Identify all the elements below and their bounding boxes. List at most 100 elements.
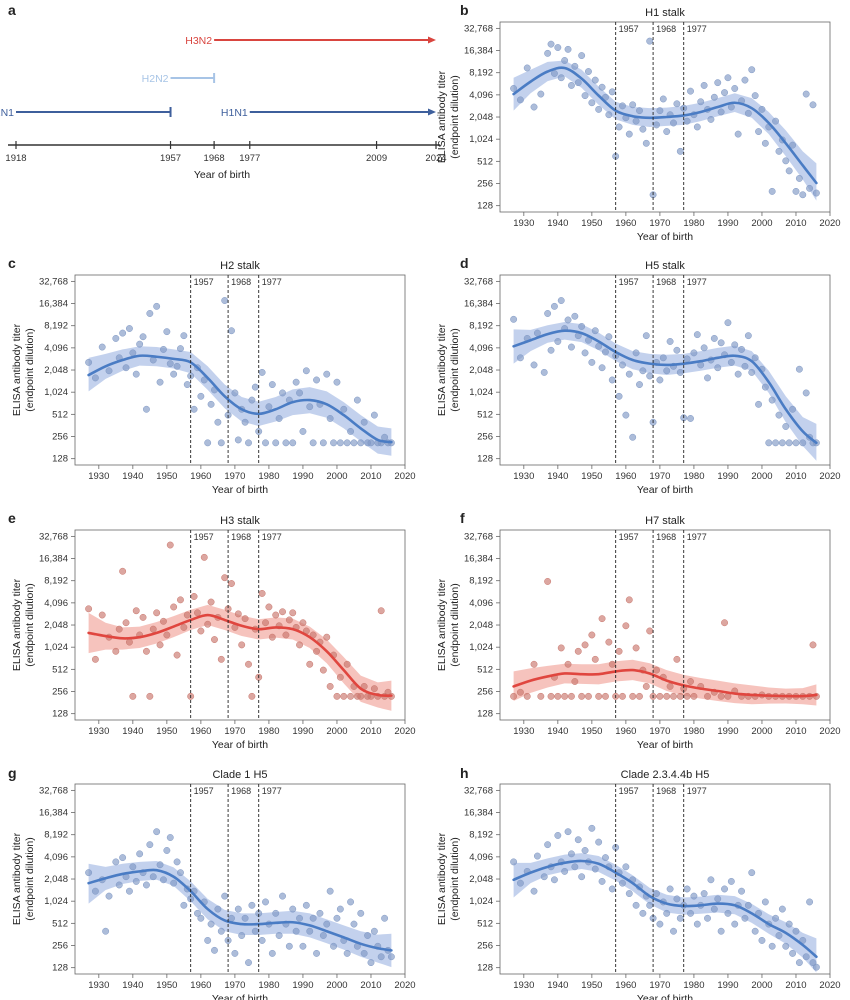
y-axis-title-line1: ELISA antibody titer	[436, 578, 448, 671]
data-point	[792, 187, 800, 195]
data-point	[727, 877, 735, 885]
data-point	[789, 949, 797, 957]
data-point	[629, 692, 637, 700]
data-point	[639, 367, 647, 375]
data-point	[704, 374, 711, 382]
x-tick-label: 2010	[360, 471, 381, 482]
data-point	[272, 909, 280, 917]
data-point	[585, 68, 592, 75]
data-point	[598, 83, 606, 91]
data-point	[200, 553, 208, 561]
pandemic-year-label: 1957	[194, 532, 214, 542]
data-point	[544, 841, 552, 849]
data-point	[693, 331, 701, 339]
timeline-tick-label: 1957	[160, 153, 181, 164]
chart-clade-2344b-h5: Clade 2.3.4.4b H5 128 256 512 1,024 2,048 4,09…	[436, 769, 841, 1000]
data-point	[758, 936, 766, 944]
data-point	[112, 334, 120, 342]
x-tick-label: 1940	[122, 471, 143, 482]
data-point	[241, 615, 249, 623]
pandemic-year-label: 1977	[262, 277, 282, 287]
data-point	[289, 905, 297, 913]
data-point	[663, 692, 671, 700]
data-point	[571, 312, 579, 320]
data-point	[516, 879, 524, 887]
data-point	[700, 81, 708, 89]
data-point	[625, 130, 633, 138]
data-point	[544, 49, 552, 57]
data-point	[666, 338, 674, 345]
data-point	[748, 869, 756, 877]
y-tick-label: 8,192	[44, 321, 68, 332]
data-point	[642, 682, 650, 690]
panel-letter-f: f	[460, 510, 465, 526]
data-point	[574, 647, 582, 655]
y-tick-label: 512	[52, 409, 68, 420]
data-point	[248, 396, 256, 404]
confidence-band	[88, 860, 392, 968]
data-point	[190, 593, 198, 600]
data-point	[567, 850, 575, 858]
data-point	[642, 139, 650, 147]
data-point	[289, 439, 297, 447]
data-point	[533, 852, 541, 860]
y-tick-label: 4,096	[44, 598, 68, 609]
data-point	[721, 619, 728, 627]
data-point	[350, 920, 358, 928]
data-point	[228, 580, 235, 587]
x-tick-label: 2020	[394, 726, 415, 737]
data-point	[231, 389, 239, 397]
y-tick-label: 8,192	[469, 576, 493, 587]
data-point	[245, 959, 252, 967]
timeline-tick-label: 1968	[204, 153, 225, 164]
data-point	[676, 692, 684, 700]
data-point	[653, 121, 660, 129]
pandemic-year-label: 1968	[656, 277, 676, 287]
data-point	[676, 147, 684, 155]
data-point	[370, 927, 378, 935]
pandemic-year-label: 1977	[687, 532, 707, 542]
y-tick-label: 32,768	[464, 23, 493, 34]
data-point	[177, 596, 184, 604]
data-point	[533, 329, 541, 337]
x-tick-label: 2000	[326, 471, 347, 482]
data-point	[710, 905, 718, 913]
data-point	[591, 327, 599, 335]
y-tick-label: 256	[477, 432, 493, 443]
data-point	[605, 111, 613, 119]
data-point	[537, 692, 545, 700]
data-point	[676, 914, 684, 922]
data-point	[302, 367, 310, 375]
data-point	[799, 191, 807, 199]
pandemic-year-label: 1968	[231, 277, 251, 287]
y-tick-label: 16,384	[39, 554, 68, 565]
y-tick-label: 32,768	[39, 785, 68, 796]
data-point	[656, 376, 664, 384]
data-point	[238, 932, 246, 939]
y-tick-label: 2,048	[469, 874, 493, 885]
data-point	[91, 374, 99, 382]
data-point	[622, 411, 630, 419]
data-point	[748, 368, 756, 376]
y-axis-title-line2: (endpoint dilution)	[449, 328, 461, 411]
data-point	[724, 909, 732, 917]
data-point	[588, 99, 596, 107]
data-point	[91, 887, 99, 895]
data-point	[632, 349, 640, 357]
y-tick-label: 16,384	[39, 808, 68, 819]
trend-line	[512, 859, 818, 959]
data-point	[197, 392, 205, 400]
x-tick-label: 1990	[292, 980, 313, 991]
data-point	[245, 660, 252, 668]
data-point	[608, 660, 616, 668]
x-tick-label: 1940	[122, 726, 143, 737]
y-tick-label: 16,384	[464, 808, 493, 819]
x-tick-label: 1960	[615, 218, 636, 229]
x-tick-label: 1990	[717, 726, 738, 737]
y-tick-label: 4,096	[469, 852, 493, 863]
chart-h3-stalk: H3 stalk 128 256 512 1,024 2,048 4,096 8,192 16,…	[11, 515, 416, 751]
data-point	[112, 858, 120, 866]
data-point	[292, 378, 300, 386]
data-point	[795, 174, 803, 182]
data-point	[343, 949, 351, 957]
